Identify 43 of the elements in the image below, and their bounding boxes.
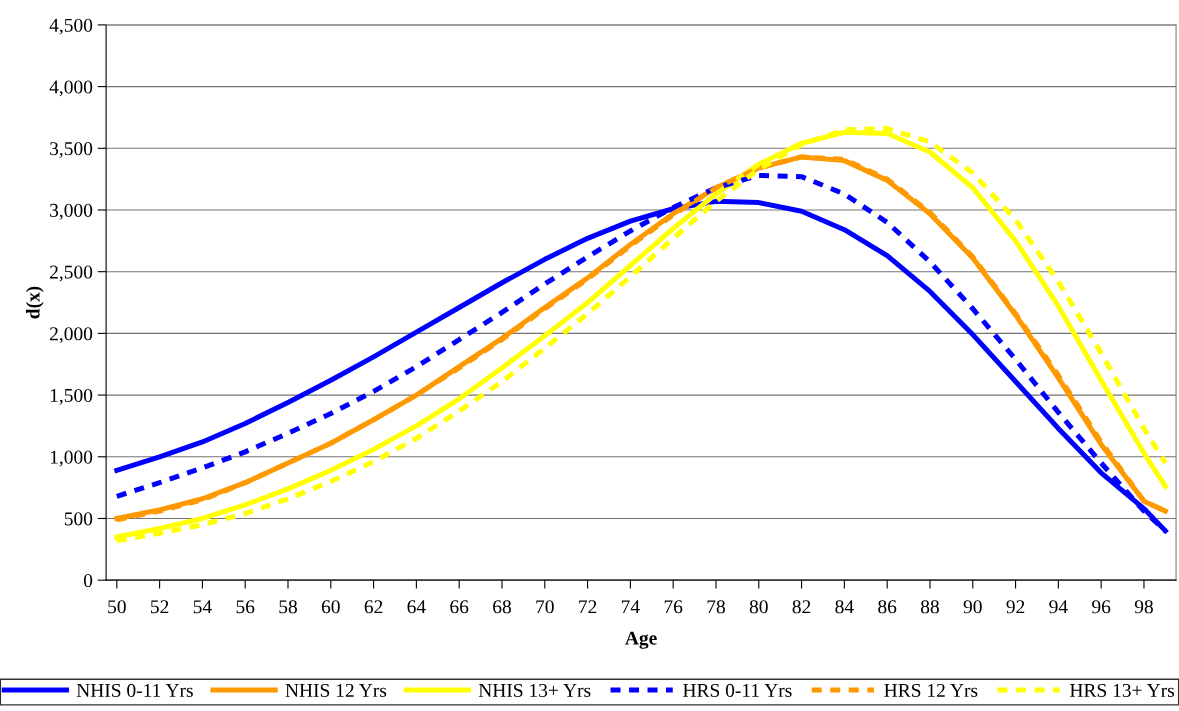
x-tick-label: 90: [963, 600, 982, 614]
x-tick-label: 50: [108, 600, 126, 614]
x-tick-label: 68: [493, 600, 511, 614]
x-tick-label: 84: [835, 600, 854, 614]
legend-label: HRS 12 Yrs: [884, 683, 978, 697]
y-tick-label: 2,500: [50, 265, 93, 282]
x-tick-label: 52: [151, 600, 169, 614]
x-tick-label: 98: [1134, 600, 1153, 614]
x-tick-label: 72: [579, 600, 597, 614]
y-tick-label: 1,500: [50, 388, 93, 405]
y-tick-label: 2,000: [50, 327, 93, 344]
y-tick-label: 0: [83, 573, 93, 588]
y-axis-title: d(x): [25, 286, 44, 319]
legend-label: NHIS 12 Yrs: [285, 683, 387, 697]
y-tick-label: 500: [64, 512, 93, 526]
y-tick-label: 4,000: [49, 80, 93, 97]
x-tick-label: 80: [749, 600, 768, 614]
x-tick-label: 92: [1006, 600, 1025, 614]
x-tick-label: 54: [193, 600, 212, 614]
x-tick-label: 62: [364, 600, 383, 614]
legend-label: NHIS 0-11 Yrs: [76, 683, 193, 697]
x-tick-label: 96: [1092, 600, 1111, 614]
x-tick-label: 66: [450, 600, 469, 614]
x-axis-title: Age: [625, 631, 657, 649]
x-tick-label: 94: [1049, 600, 1068, 614]
x-tick-label: 76: [664, 600, 683, 614]
x-tick-label: 64: [407, 600, 426, 614]
y-tick-label: 3,000: [50, 203, 93, 220]
x-tick-label: 74: [621, 600, 640, 614]
y-tick-label: 1,000: [50, 450, 93, 467]
x-tick-label: 78: [707, 600, 725, 614]
legend-label: HRS 0-11 Yrs: [683, 683, 792, 697]
x-tick-label: 82: [792, 600, 811, 614]
x-tick-label: 86: [878, 600, 897, 614]
x-tick-label: 56: [236, 600, 255, 614]
legend-label: NHIS 13+ Yrs: [478, 683, 591, 697]
x-tick-label: 88: [920, 600, 939, 614]
legend-label: HRS 13+ Yrs: [1069, 683, 1175, 697]
x-tick-label: 70: [536, 600, 554, 614]
y-tick-label: 3,500: [50, 142, 93, 159]
x-tick-label: 60: [321, 600, 340, 614]
x-tick-label: 58: [279, 600, 297, 614]
y-tick-label: 4,500: [49, 18, 93, 35]
